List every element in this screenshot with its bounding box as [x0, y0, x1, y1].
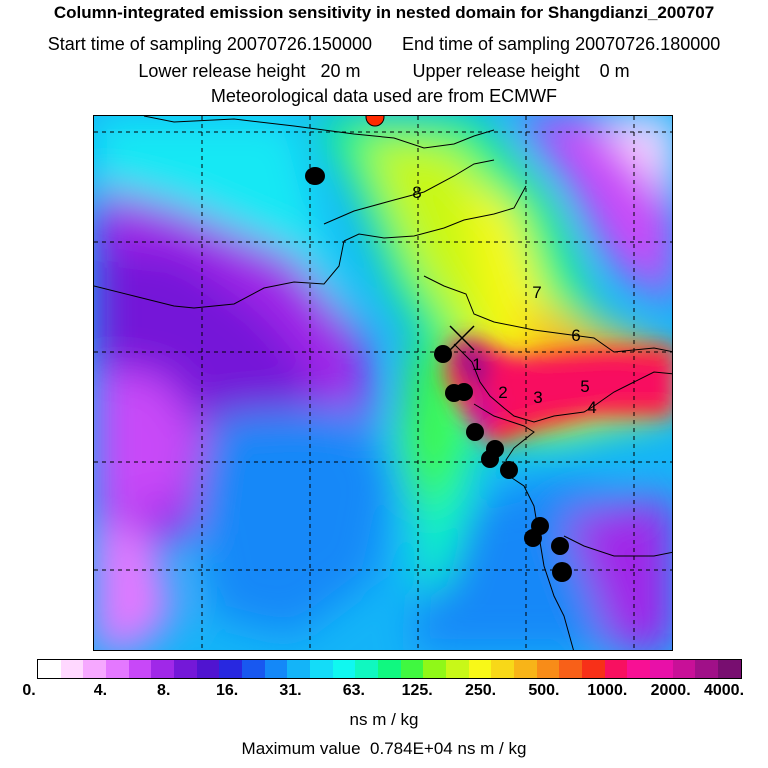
- color-scale-segment: [287, 660, 311, 678]
- upper-release-label: Upper release height: [412, 61, 580, 81]
- color-scale-segment: [627, 660, 651, 678]
- color-scale-tick-label: 16.: [215, 682, 239, 699]
- release-height-row: Lower release height 20 m Upper release …: [0, 61, 768, 82]
- color-scale-segment: [83, 660, 107, 678]
- color-scale-segment: [174, 660, 197, 678]
- color-scale-units: ns m / kg: [349, 710, 419, 729]
- color-scale-segment: [106, 660, 129, 678]
- maximum-value-number: 0.784E+04: [370, 739, 453, 758]
- plot-title: Column-integrated emission sensitivity i…: [53, 3, 715, 22]
- trajectory-label-4: 4: [587, 398, 596, 417]
- coastline-borders: [94, 116, 672, 650]
- start-time-label: Start time of sampling: [47, 34, 222, 54]
- end-time-label: End time of sampling: [401, 34, 571, 54]
- color-scale-tick-label: 125.: [401, 682, 433, 699]
- end-time: End time of sampling 20070726.180000: [402, 34, 720, 55]
- lower-release-height: Lower release height 20 m: [138, 61, 360, 82]
- color-scale-ticks: 0. 4. 8. 16. 31. 63. 125. 250. 500. 1000. 2000. 400…: [0, 682, 768, 702]
- color-scale-segment: [332, 660, 356, 678]
- upper-release-value: 0 m: [599, 61, 630, 81]
- color-scale-segment: [604, 660, 628, 678]
- color-scale-segment: [355, 660, 379, 678]
- color-scale-tick-label: 63.: [342, 682, 365, 699]
- color-scale-segment: [559, 660, 583, 678]
- color-scale-segment: [491, 660, 515, 678]
- upper-release-height: Upper release height 0 m: [413, 61, 630, 82]
- lat-lon-grid: [94, 116, 672, 650]
- color-scale-segment: [423, 660, 447, 678]
- color-scale-segment: [151, 660, 175, 678]
- maximum-value-label: Maximum value: [241, 739, 361, 758]
- trajectory-label-5: 5: [580, 377, 589, 396]
- color-scale-tick-label: 31.: [279, 682, 302, 699]
- lower-release-label: Lower release height: [138, 61, 306, 81]
- lower-release-value: 20 m: [320, 61, 361, 81]
- start-time: Start time of sampling 20070726.150000: [48, 34, 372, 55]
- color-scale-tick-label: 250.: [464, 682, 497, 699]
- top-boundary-marker: [365, 116, 385, 127]
- color-scale-segment: [536, 660, 560, 678]
- trajectory-label-1: 1: [472, 355, 481, 374]
- color-scale-segment: [60, 660, 84, 678]
- color-scale-segment: [219, 660, 243, 678]
- color-scale-segment: [650, 660, 673, 678]
- color-scale-segment: [468, 660, 492, 678]
- color-scale-segment: [378, 660, 401, 678]
- receptor-marker: [449, 325, 475, 351]
- color-scale-segment: [38, 660, 61, 678]
- color-scale-tick-label: 1000.: [587, 682, 628, 699]
- color-scale-segment: [310, 660, 333, 678]
- trajectory-label-3: 3: [533, 388, 542, 407]
- met-data-source: Meteorological data used are from ECMWF: [210, 86, 558, 106]
- emission-sensitivity-map: 1 2 3 4 5 6 7 8: [93, 115, 673, 651]
- color-scale-tick-label: 4.: [93, 682, 108, 699]
- color-scale-segment: [400, 660, 424, 678]
- color-scale-segment: [695, 660, 719, 678]
- start-time-value: 20070726.150000: [226, 34, 372, 54]
- trajectory-label-8: 8: [412, 183, 421, 202]
- trajectory-cluster-dots: [305, 167, 572, 582]
- trajectory-label-2: 2: [498, 383, 507, 402]
- color-scale-segment: [514, 660, 537, 678]
- color-scale-segment: [264, 660, 288, 678]
- color-scale-segment: [196, 660, 220, 678]
- color-scale-segment: [242, 660, 265, 678]
- color-scale-tick-label: 2000.: [650, 682, 691, 699]
- end-time-value: 20070726.180000: [575, 34, 721, 54]
- maximum-value: Maximum value 0.784E+04 ns m / kg: [0, 739, 768, 759]
- color-scale-tick-label: 8.: [157, 682, 171, 699]
- color-scale-segment: [672, 660, 696, 678]
- color-scale-bar: [37, 659, 742, 679]
- color-scale-segment: [718, 660, 741, 678]
- color-scale-tick-label: 500.: [528, 682, 560, 699]
- maximum-value-units: ns m / kg: [457, 739, 527, 758]
- color-scale-segment: [128, 660, 152, 678]
- color-scale-segment: [582, 660, 605, 678]
- color-scale-tick-label: 4000.: [703, 682, 745, 699]
- sampling-time-row: Start time of sampling 20070726.150000 E…: [0, 34, 768, 55]
- trajectory-label-7: 7: [532, 283, 541, 302]
- color-scale-tick-label: 0.: [22, 682, 36, 699]
- trajectory-labels: 1 2 3 4 5 6 7 8: [412, 183, 596, 417]
- trajectory-label-6: 6: [571, 326, 580, 345]
- color-scale-segment: [446, 660, 469, 678]
